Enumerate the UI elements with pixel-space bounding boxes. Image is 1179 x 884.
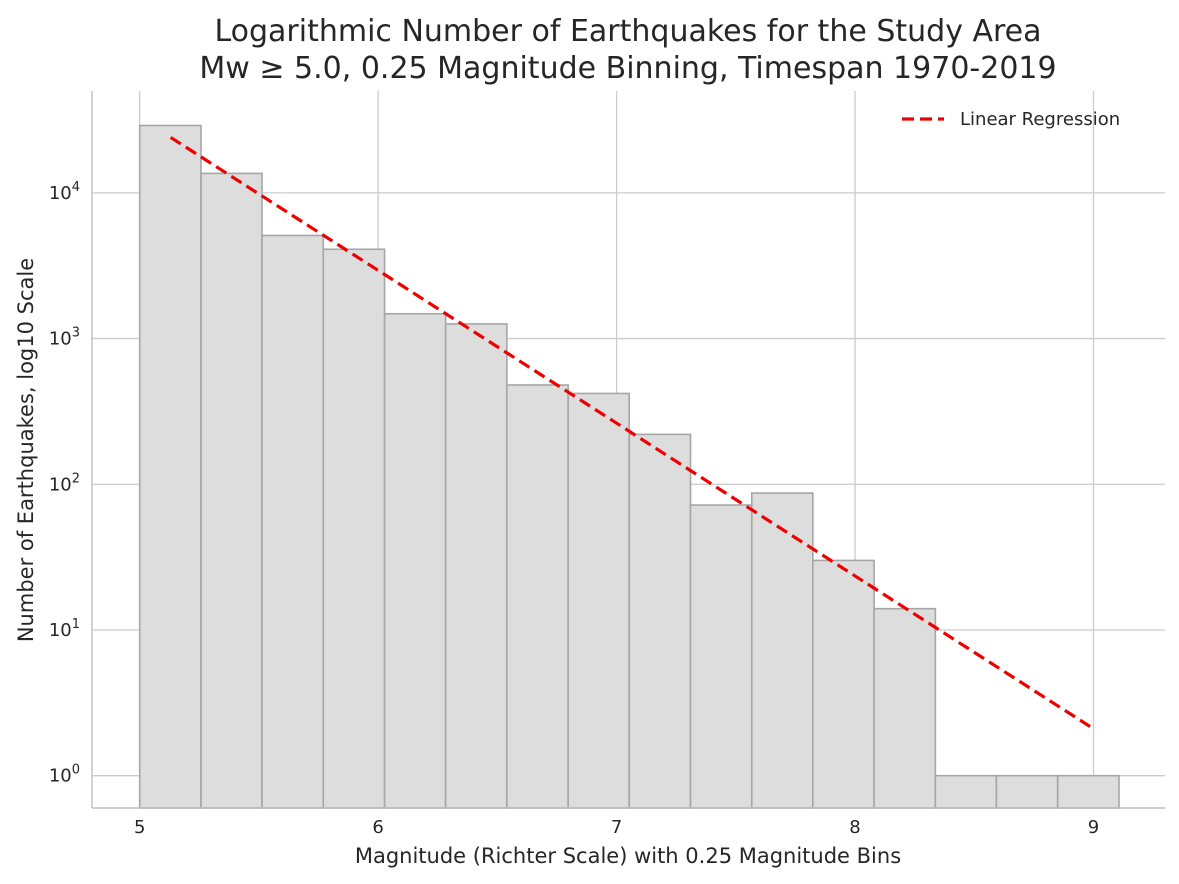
y-tick-label-1: 101 xyxy=(49,617,80,641)
chart-title-line-2: Mw ≥ 5.0, 0.25 Magnitude Binning, Timesp… xyxy=(199,51,1056,86)
histogram-bar-7 xyxy=(567,392,631,809)
x-tick-label-1: 6 xyxy=(372,817,383,838)
histogram-bar-15 xyxy=(1056,774,1120,809)
x-tick-labels: 5 6 7 8 9 xyxy=(134,817,1099,838)
x-tick-label-3: 8 xyxy=(849,817,860,838)
histogram-bar-10 xyxy=(750,492,814,809)
x-axis-label: Magnitude (Richter Scale) with 0.25 Magn… xyxy=(355,844,901,868)
histogram-bar-5 xyxy=(444,323,508,809)
y-tick-label-0: 100 xyxy=(49,763,80,787)
histogram-bar-9 xyxy=(689,504,753,809)
histogram-bar-14 xyxy=(995,774,1059,809)
regression-line xyxy=(169,136,1095,731)
x-tick-label-0: 5 xyxy=(134,817,145,838)
histogram-bar-11 xyxy=(812,559,875,809)
histogram-bar-6 xyxy=(506,384,569,809)
axis-spines xyxy=(91,91,1165,809)
histogram-bar-0 xyxy=(138,124,202,809)
histogram-bar-12 xyxy=(873,607,937,809)
x-tick-label-2: 7 xyxy=(611,817,622,838)
legend: Linear Regression xyxy=(902,109,1120,130)
y-tick-label-2: 102 xyxy=(49,471,80,495)
y-tick-label-3: 103 xyxy=(49,326,80,350)
histogram-bars xyxy=(138,124,1120,809)
histogram-bar-2 xyxy=(261,234,325,809)
y-tick-label-4: 104 xyxy=(49,180,80,204)
regression-layer xyxy=(169,136,1095,731)
histogram-bar-3 xyxy=(322,248,386,809)
histogram-bar-13 xyxy=(934,774,998,809)
legend-label-linear-regression: Linear Regression xyxy=(960,109,1120,130)
histogram-bar-1 xyxy=(200,172,263,809)
chart-title-line-1: Logarithmic Number of Earthquakes for th… xyxy=(214,14,1041,49)
x-tick-label-4: 9 xyxy=(1088,817,1099,838)
y-axis-label: Number of Earthquakes, log10 Scale xyxy=(14,258,38,642)
y-tick-labels: 100 101 102 103 104 xyxy=(49,180,80,787)
histogram-bar-8 xyxy=(628,433,692,809)
histogram-bar-4 xyxy=(383,312,447,809)
